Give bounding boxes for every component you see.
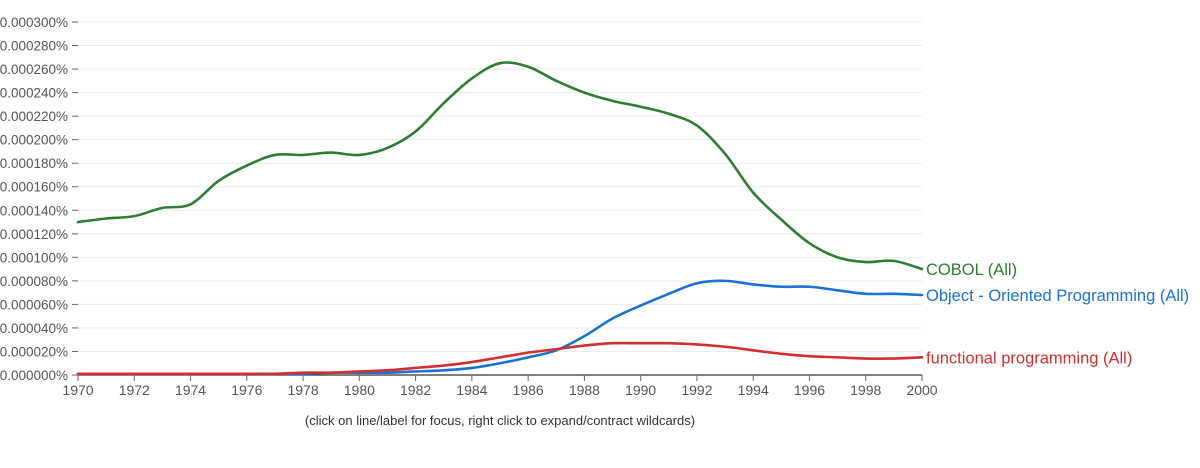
grid-lines bbox=[78, 21, 922, 352]
series-line-cobol[interactable] bbox=[76, 61, 924, 271]
x-tick-label: 1970 bbox=[62, 382, 93, 398]
y-tick-label: 0.000140% bbox=[0, 203, 68, 218]
y-tick-label: 0.000040% bbox=[0, 321, 68, 336]
y-tick-label: 0.000180% bbox=[0, 156, 68, 171]
y-tick-label: 0.000100% bbox=[0, 250, 68, 265]
y-tick-label: 0.000060% bbox=[0, 297, 68, 312]
x-tick-label: 1992 bbox=[681, 382, 712, 398]
y-tick-label: 0.000160% bbox=[0, 180, 68, 195]
x-tick-label: 1986 bbox=[513, 382, 544, 398]
series-line-object-oriented-programming[interactable] bbox=[76, 279, 924, 376]
x-tick-label: 1990 bbox=[625, 382, 656, 398]
y-tick-label: 0.000080% bbox=[0, 274, 68, 289]
y-tick-label: 0.000120% bbox=[0, 227, 68, 242]
x-tick-label: 1996 bbox=[794, 382, 825, 398]
series-labels[interactable]: COBOL (All) Object - Oriented Programming… bbox=[926, 261, 1189, 367]
y-tick-label: 0.000300% bbox=[0, 15, 68, 30]
chart-hint-text: (click on line/label for focus, right cl… bbox=[304, 413, 696, 428]
y-tick-label: 0.000020% bbox=[0, 344, 68, 359]
series-label-object-oriented-programming[interactable]: Object - Oriented Programming (All) bbox=[926, 287, 1189, 305]
x-tick-label: 1994 bbox=[738, 382, 769, 398]
series-label-functional-programming[interactable]: functional programming (All) bbox=[926, 349, 1132, 367]
series-line-functional-programming[interactable] bbox=[76, 341, 924, 376]
y-tick-label: 0.000280% bbox=[0, 39, 68, 54]
x-tick-label: 1980 bbox=[344, 382, 375, 398]
y-tick-label: 0.000240% bbox=[0, 86, 68, 101]
y-tick-label: 0.000200% bbox=[0, 133, 68, 148]
y-tick-label: 0.000000% bbox=[0, 368, 68, 383]
axes: 0.000000% 0.000020% 0.000040% 0.000060% 0.00… bbox=[0, 15, 938, 398]
x-tick-label: 1982 bbox=[400, 382, 431, 398]
y-tick-label: 0.000260% bbox=[0, 62, 68, 77]
x-tick-label: 2000 bbox=[906, 382, 937, 398]
x-tick-label: 1972 bbox=[119, 382, 150, 398]
series-lines[interactable] bbox=[76, 61, 924, 376]
x-tick-label: 1976 bbox=[231, 382, 262, 398]
y-tick-label: 0.000220% bbox=[0, 109, 68, 124]
x-tick-label: 1984 bbox=[456, 382, 487, 398]
x-tick-label: 1988 bbox=[569, 382, 600, 398]
x-tick-label: 1998 bbox=[850, 382, 881, 398]
x-tick-label: 1974 bbox=[175, 382, 206, 398]
x-tick-label: 1978 bbox=[287, 382, 318, 398]
series-label-cobol[interactable]: COBOL (All) bbox=[926, 261, 1017, 279]
